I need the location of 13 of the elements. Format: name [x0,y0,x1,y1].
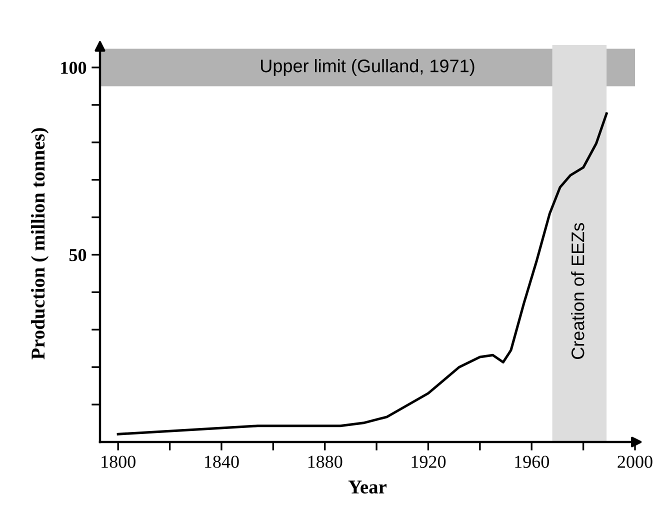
y-tick-label: 100 [61,62,86,74]
x-axis-title: Year [348,480,387,494]
x-tick-label: 2000 [618,456,652,468]
x-tick-label: 1880 [308,456,342,468]
x-tick-label: 1840 [205,456,239,468]
x-tick-label: 1920 [412,456,446,468]
band-label: Upper limit (Gulland, 1971) [261,59,474,76]
line-series [116,112,608,436]
y-axis-title: Production ( million tonnes) [30,128,49,360]
x-tick-label: 1800 [102,456,136,468]
band-label: Creation of EEZs [571,223,584,359]
x-tick-label: 1960 [515,456,549,468]
y-tick-label: 50 [69,248,86,262]
